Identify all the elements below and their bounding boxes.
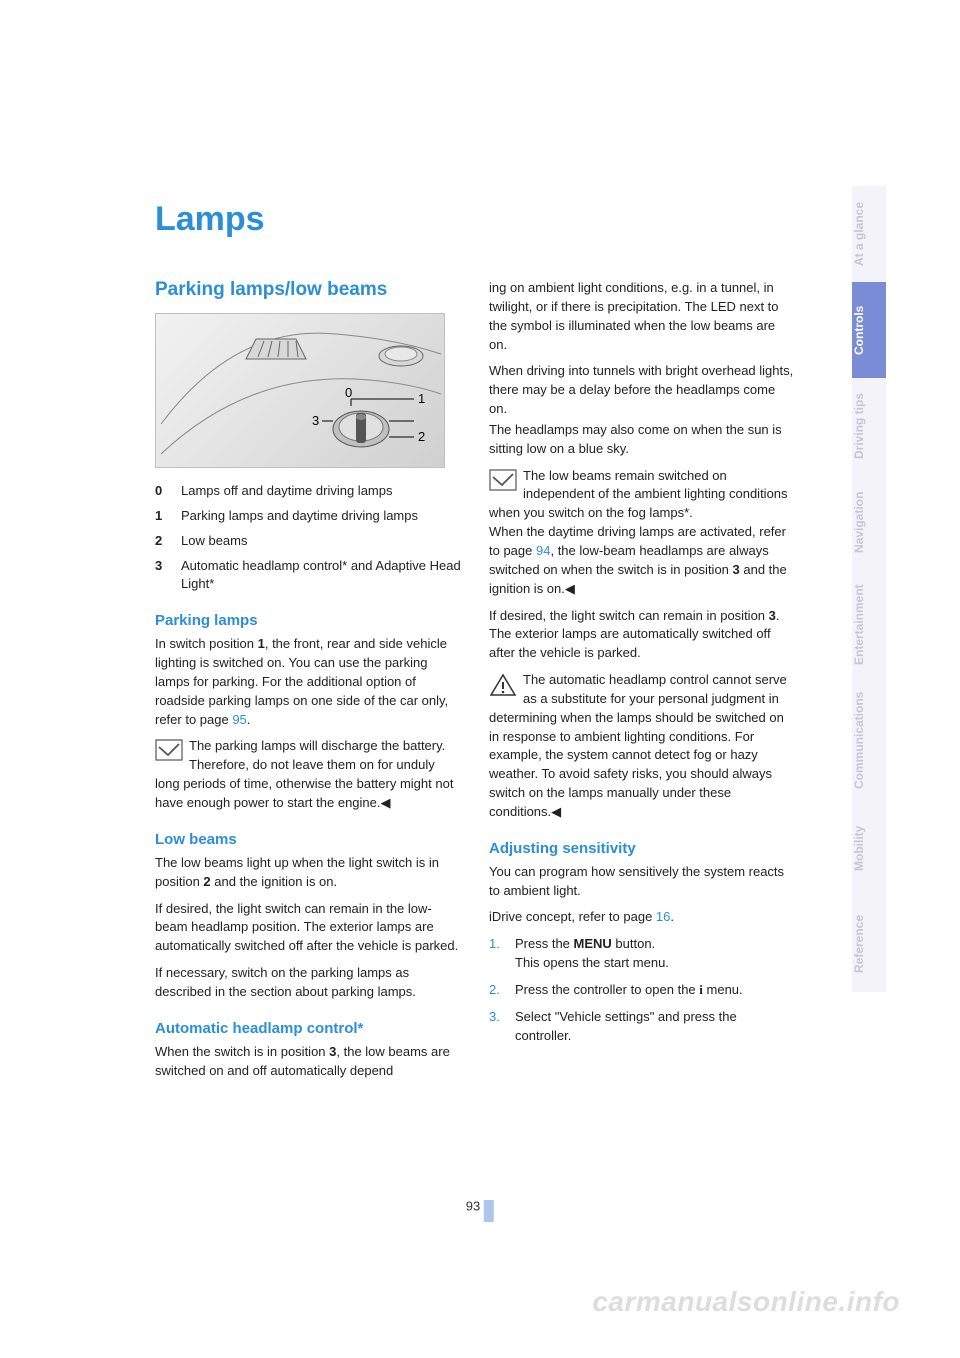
steps-list: Press the MENU button. This opens the st… — [489, 935, 795, 1045]
body-text: When the switch is in position 3, the lo… — [155, 1043, 461, 1081]
page-link[interactable]: 16 — [656, 909, 670, 924]
legend-num: 2 — [155, 532, 181, 551]
column-right: ing on ambient light conditions, e.g. in… — [489, 279, 795, 1080]
watermark: carmanualsonline.info — [592, 1286, 900, 1318]
step-item: Press the MENU button. This opens the st… — [489, 935, 795, 973]
body-text: If necessary, switch on the parking lamp… — [155, 964, 461, 1002]
tab-communications[interactable]: Communications — [852, 680, 886, 800]
body-text: The low beams light up when the light sw… — [155, 854, 461, 892]
figure-label-1: 1 — [418, 391, 425, 406]
content-area: Lamps Parking lamps/low beams — [155, 200, 795, 1080]
body-text: If desired, the light switch can remain … — [155, 900, 461, 957]
body-text: In switch position 1, the front, rear an… — [155, 635, 461, 729]
warning-icon — [489, 673, 517, 697]
tab-mobility[interactable]: Mobility — [852, 800, 886, 896]
body-text: The headlamps may also come on when the … — [489, 421, 795, 459]
legend-num: 3 — [155, 557, 181, 595]
legend-text: Parking lamps and daytime driving lamps — [181, 507, 418, 526]
subheading-parking-lamps: Parking lamps — [155, 612, 461, 629]
tab-navigation[interactable]: Navigation — [852, 474, 886, 570]
subheading-low-beams: Low beams — [155, 831, 461, 848]
legend-num: 1 — [155, 507, 181, 526]
legend-item: 1Parking lamps and daytime driving lamps — [155, 507, 461, 526]
figure-label-3: 3 — [312, 413, 319, 428]
body-text: ing on ambient light conditions, e.g. in… — [489, 279, 795, 354]
note-icon — [489, 469, 517, 491]
note-icon — [155, 739, 183, 761]
warning-block: The automatic headlamp control cannot se… — [489, 671, 795, 822]
legend-text: Low beams — [181, 532, 247, 551]
step-item: Press the controller to open the i menu. — [489, 981, 795, 1000]
lamp-switch-illustration: 0 1 2 3 — [156, 314, 445, 468]
legend-item: 3Automatic headlamp control* and Adaptiv… — [155, 557, 461, 595]
subheading-auto-headlamp: Automatic headlamp control* — [155, 1020, 461, 1037]
columns: Parking lamps/low beams — [155, 279, 795, 1080]
page-title: Lamps — [155, 200, 795, 239]
tab-at-a-glance[interactable]: At a glance — [852, 186, 886, 282]
page-link[interactable]: 95 — [232, 712, 246, 727]
note-block: The low beams remain switched on indepen… — [489, 467, 795, 599]
body-text: When driving into tunnels with bright ov… — [489, 362, 795, 419]
figure-label-0: 0 — [345, 385, 352, 400]
tab-driving-tips[interactable]: Driving tips — [852, 378, 886, 474]
lamp-switch-figure: 0 1 2 3 — [155, 313, 445, 468]
page-number-bar — [484, 1200, 494, 1222]
legend-num: 0 — [155, 482, 181, 501]
note-block: The parking lamps will discharge the bat… — [155, 737, 461, 812]
subheading-adjusting-sensitivity: Adjusting sensitivity — [489, 840, 795, 857]
tab-entertainment[interactable]: Entertainment — [852, 570, 886, 680]
body-text: iDrive concept, refer to page 16. — [489, 908, 795, 927]
page: Lamps Parking lamps/low beams — [0, 0, 960, 1358]
page-number: 93 — [466, 1196, 494, 1218]
side-tabs: At a glance Controls Driving tips Naviga… — [852, 186, 886, 992]
note-text: The parking lamps will discharge the bat… — [155, 738, 453, 810]
legend-text: Lamps off and daytime driving lamps — [181, 482, 392, 501]
legend-item: 2Low beams — [155, 532, 461, 551]
tab-controls[interactable]: Controls — [852, 282, 886, 378]
section-heading: Parking lamps/low beams — [155, 279, 461, 301]
body-text: You can program how sensitively the syst… — [489, 863, 795, 901]
body-text: If desired, the light switch can remain … — [489, 607, 795, 664]
legend-item: 0Lamps off and daytime driving lamps — [155, 482, 461, 501]
figure-label-2: 2 — [418, 429, 425, 444]
page-link[interactable]: 94 — [536, 543, 550, 558]
legend-text: Automatic headlamp control* and Adaptive… — [181, 557, 461, 595]
step-item: Select "Vehicle settings" and press the … — [489, 1008, 795, 1046]
legend-list: 0Lamps off and daytime driving lamps 1Pa… — [155, 482, 461, 594]
column-left: Parking lamps/low beams — [155, 279, 461, 1080]
tab-reference[interactable]: Reference — [852, 896, 886, 992]
warning-text: The automatic headlamp control cannot se… — [489, 672, 787, 819]
